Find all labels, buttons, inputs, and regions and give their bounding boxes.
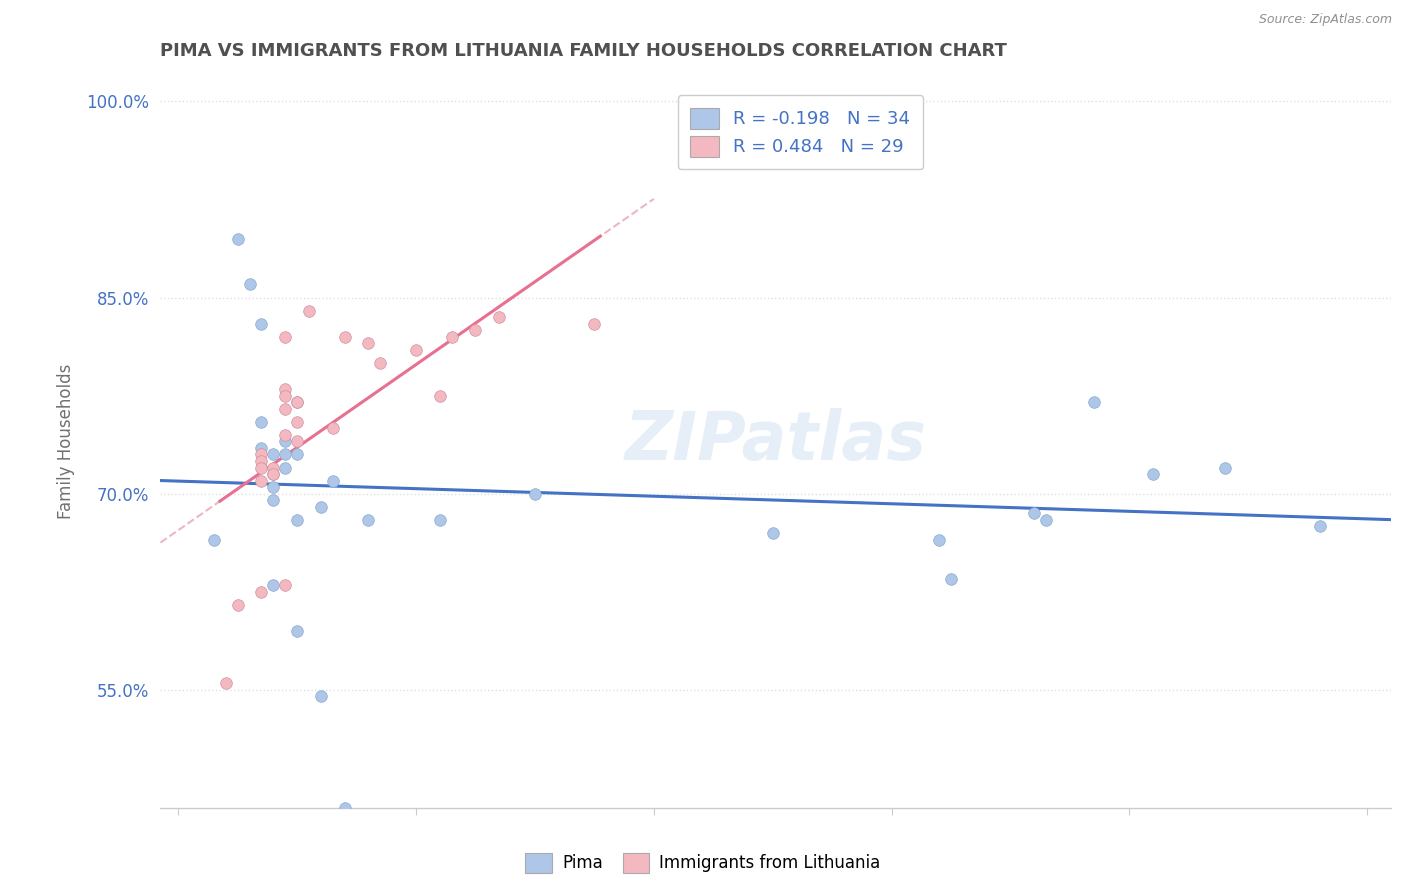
Point xyxy=(440,330,463,344)
Point xyxy=(333,330,356,344)
Y-axis label: Family Households: Family Households xyxy=(58,364,75,519)
Point xyxy=(285,434,308,449)
Legend: R = -0.198   N = 34, R = 0.484   N = 29: R = -0.198 N = 34, R = 0.484 N = 29 xyxy=(678,95,924,169)
Point xyxy=(262,467,284,482)
Point xyxy=(250,415,273,429)
Point xyxy=(357,336,380,351)
Point xyxy=(1035,513,1057,527)
Point xyxy=(322,474,344,488)
Point xyxy=(274,434,297,449)
Point xyxy=(262,493,284,508)
Point xyxy=(583,317,606,331)
Point xyxy=(262,448,284,462)
Point xyxy=(322,421,344,435)
Point xyxy=(250,454,273,468)
Point xyxy=(1213,460,1236,475)
Legend: Pima, Immigrants from Lithuania: Pima, Immigrants from Lithuania xyxy=(519,847,887,880)
Point xyxy=(274,448,297,462)
Point xyxy=(215,676,238,690)
Point xyxy=(285,513,308,527)
Point xyxy=(928,533,950,547)
Point xyxy=(285,415,308,429)
Point xyxy=(202,533,225,547)
Point xyxy=(762,525,785,540)
Point xyxy=(1309,519,1331,533)
Point xyxy=(523,487,546,501)
Point xyxy=(239,277,262,292)
Point xyxy=(274,401,297,416)
Point xyxy=(226,598,249,612)
Point xyxy=(429,389,451,403)
Point xyxy=(357,513,380,527)
Point xyxy=(262,460,284,475)
Point xyxy=(370,356,392,370)
Point xyxy=(274,330,297,344)
Point xyxy=(285,624,308,638)
Point xyxy=(274,428,297,442)
Point xyxy=(274,578,297,592)
Point xyxy=(285,395,308,409)
Point xyxy=(1142,467,1164,482)
Text: PIMA VS IMMIGRANTS FROM LITHUANIA FAMILY HOUSEHOLDS CORRELATION CHART: PIMA VS IMMIGRANTS FROM LITHUANIA FAMILY… xyxy=(160,42,1007,60)
Point xyxy=(250,317,273,331)
Point xyxy=(250,448,273,462)
Point xyxy=(429,513,451,527)
Point xyxy=(1024,506,1046,520)
Point xyxy=(250,460,273,475)
Point xyxy=(250,441,273,455)
Point xyxy=(488,310,510,325)
Point xyxy=(262,467,284,482)
Point xyxy=(250,584,273,599)
Point xyxy=(333,800,356,814)
Point xyxy=(262,578,284,592)
Point xyxy=(262,480,284,494)
Point xyxy=(309,690,332,704)
Point xyxy=(464,323,486,337)
Point xyxy=(285,448,308,462)
Text: Source: ZipAtlas.com: Source: ZipAtlas.com xyxy=(1258,13,1392,27)
Point xyxy=(939,572,962,586)
Point xyxy=(285,395,308,409)
Point xyxy=(274,460,297,475)
Point xyxy=(274,389,297,403)
Point xyxy=(1083,395,1105,409)
Point xyxy=(298,303,321,318)
Point xyxy=(226,232,249,246)
Point xyxy=(405,343,427,357)
Point xyxy=(309,500,332,514)
Text: ZIPatlas: ZIPatlas xyxy=(624,409,927,475)
Point xyxy=(250,474,273,488)
Point xyxy=(274,382,297,396)
